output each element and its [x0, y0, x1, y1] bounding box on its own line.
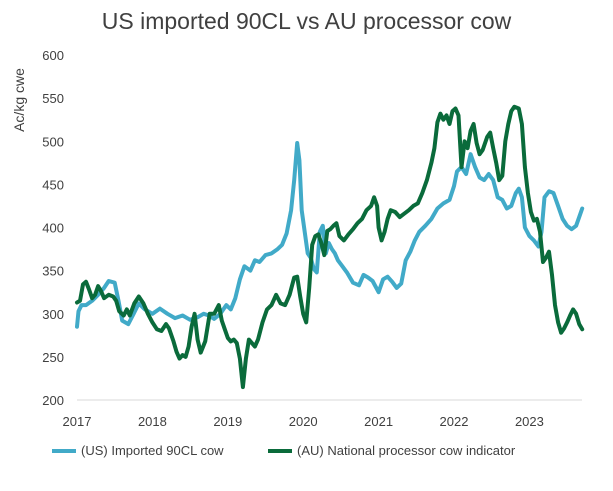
x-tick-label: 2018	[138, 414, 167, 429]
x-tick-label: 2020	[289, 414, 318, 429]
legend-item-us: (US) Imported 90CL cow	[52, 443, 224, 458]
series-line-au-processor-cow	[75, 104, 585, 390]
y-tick-label: 400	[42, 221, 64, 236]
legend-label-us: (US) Imported 90CL cow	[81, 443, 224, 458]
y-tick-label: 200	[42, 393, 64, 408]
y-tick-label: 250	[42, 350, 64, 365]
y-tick-label: 550	[42, 91, 64, 106]
legend-label-au: (AU) National processor cow indicator	[297, 443, 516, 458]
legend-swatch-us	[52, 448, 76, 453]
chart-title: US imported 90CL vs AU processor cow	[101, 8, 512, 34]
legend-swatch-au	[268, 448, 292, 453]
y-axis-label: Ac/kg cwe	[11, 68, 27, 132]
x-tick-label: 2021	[364, 414, 393, 429]
y-tick-label: 450	[42, 177, 64, 192]
y-tick-label: 500	[42, 134, 64, 149]
x-tick-label: 2023	[515, 414, 544, 429]
legend: (US) Imported 90CL cow (AU) National pro…	[0, 443, 613, 463]
series-line-us-imported-90cl	[75, 141, 585, 329]
y-tick-label: 600	[42, 48, 64, 63]
legend-item-au: (AU) National processor cow indicator	[268, 443, 515, 458]
y-tick-label: 300	[42, 307, 64, 322]
y-axis-ticks: 600 550 500 450 400 350 300 250 200	[42, 48, 64, 408]
x-axis-ticks: 2017 2018 2019 2020 2021 2022 2023	[63, 414, 544, 429]
series-layer	[75, 104, 585, 390]
y-tick-label: 350	[42, 264, 64, 279]
x-tick-label: 2022	[440, 414, 469, 429]
x-tick-label: 2017	[63, 414, 92, 429]
x-tick-label: 2019	[213, 414, 242, 429]
